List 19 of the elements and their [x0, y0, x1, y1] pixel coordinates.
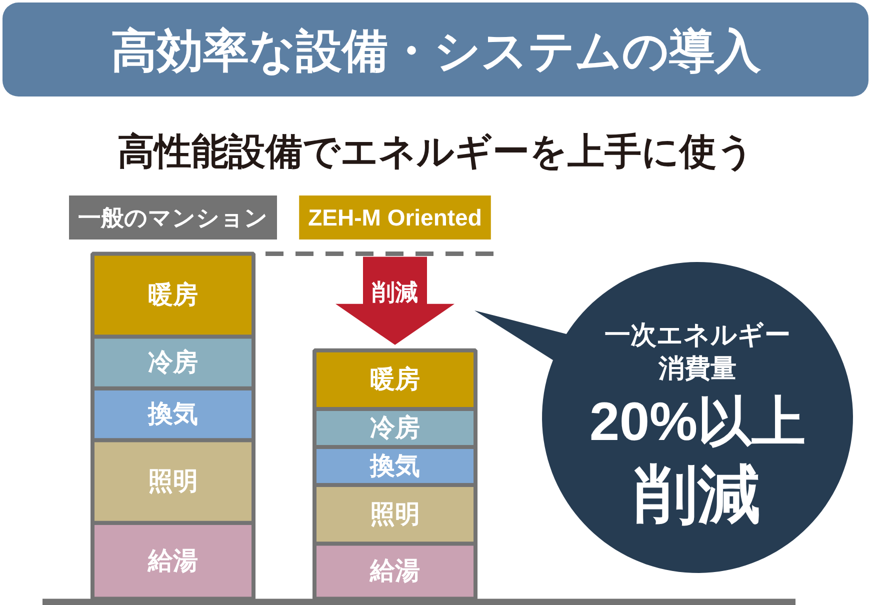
text: 暖房: [148, 281, 198, 310]
text: 消費量: [658, 353, 736, 383]
x-tick-label: 一般のマンション: [78, 204, 268, 230]
text: 20%以上: [589, 392, 806, 452]
text: 一次エネルギー: [604, 320, 790, 350]
text: 換気: [148, 400, 198, 428]
series-label: 照明: [370, 500, 420, 528]
text: 冷房: [148, 348, 198, 376]
text: 照明: [148, 468, 198, 496]
series-label: 換気: [369, 452, 420, 480]
x-tick-label: ZEH-M Oriented: [308, 204, 482, 230]
series-label: 給湯: [369, 557, 420, 586]
chart-title: 高効率な設備・システムの導入: [111, 24, 762, 76]
chart-subtitle: 高性能設備でエネルギーを上手に使う: [118, 131, 754, 172]
series-label: 冷房: [370, 414, 420, 442]
annotation: 削減: [371, 278, 418, 305]
text: 削減: [634, 460, 760, 530]
series-label: 暖房: [370, 366, 420, 394]
text: 給湯: [148, 546, 198, 575]
